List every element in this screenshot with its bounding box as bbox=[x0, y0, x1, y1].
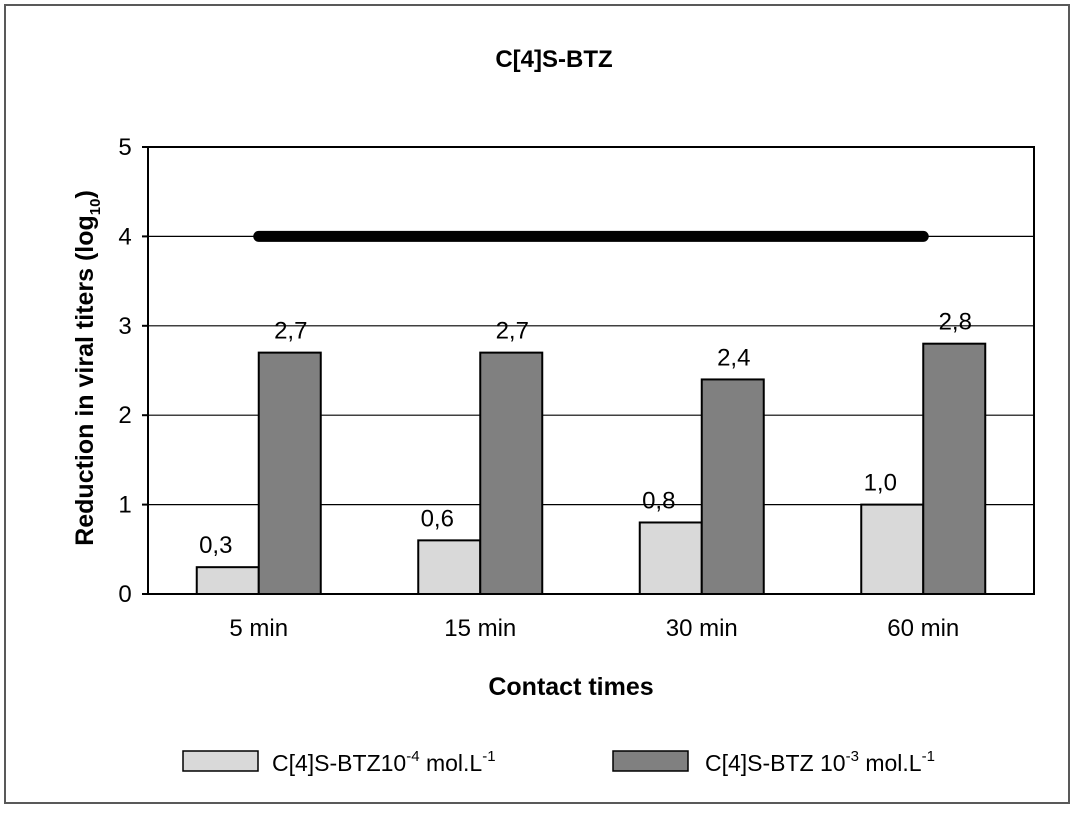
legend-series-1-unit: mol.L bbox=[420, 750, 483, 776]
data-label-series-2-3: 2,4 bbox=[717, 344, 750, 371]
y-axis-title-main: Reduction in viral titers (log bbox=[71, 215, 99, 546]
bar-series-1-3 bbox=[638, 521, 703, 595]
data-label-series-1-4: 1,0 bbox=[864, 470, 897, 497]
y-tick-label-2: 2 bbox=[118, 402, 131, 429]
data-label-series-2-4: 2,8 bbox=[939, 309, 972, 336]
legend-swatch-series-2 bbox=[612, 750, 689, 772]
legend-series-1-exp: -4 bbox=[406, 748, 419, 765]
bar-series-2-4 bbox=[922, 342, 987, 595]
y-tick-label-3: 3 bbox=[118, 313, 131, 340]
y-tick-label-0: 0 bbox=[118, 581, 131, 608]
data-label-series-2-1: 2,7 bbox=[274, 318, 307, 345]
bar-series-1-4 bbox=[860, 503, 925, 596]
legend: C[4]S-BTZ10-4 mol.L-1 C[4]S-BTZ 10-3 mol… bbox=[182, 748, 935, 776]
y-axis-title: Reduction in viral titers (log10) bbox=[71, 190, 104, 546]
x-tick-label-4: 60 min bbox=[887, 615, 959, 642]
bar-series-2-1 bbox=[257, 351, 322, 595]
plot-border bbox=[147, 146, 1035, 595]
legend-series-2-unit: mol.L bbox=[859, 750, 922, 776]
data-labels: 0,3 2,7 0,6 2,7 0,8 2,4 1,0 2,8 bbox=[199, 309, 972, 560]
legend-label-series-1: C[4]S-BTZ10-4 mol.L-1 bbox=[272, 748, 496, 776]
x-tick-label-1: 5 min bbox=[229, 615, 288, 642]
y-tick-labels: 0 1 2 3 4 5 bbox=[118, 134, 148, 608]
legend-series-2-main: C[4]S-BTZ 10 bbox=[705, 750, 846, 776]
data-label-series-1-2: 0,6 bbox=[421, 505, 454, 532]
data-label-series-1-3: 0,8 bbox=[642, 487, 675, 514]
y-axis-title-close: ) bbox=[71, 190, 99, 198]
legend-series-1-unit-exp: -1 bbox=[482, 748, 495, 765]
x-axis-title: Contact times bbox=[488, 673, 653, 701]
legend-series-1-main: C[4]S-BTZ10 bbox=[272, 750, 406, 776]
y-tick-label-1: 1 bbox=[118, 492, 131, 519]
bar-series-1-2 bbox=[417, 539, 482, 595]
bar-series-2-3 bbox=[700, 378, 765, 595]
bar-series-1-1 bbox=[195, 566, 260, 595]
y-tick-label-4: 4 bbox=[118, 223, 131, 250]
x-tick-label-3: 30 min bbox=[666, 615, 738, 642]
x-tick-labels: 5 min 15 min 30 min 60 min bbox=[229, 615, 959, 642]
legend-series-2-unit-exp: -1 bbox=[922, 748, 935, 765]
y-axis-title-subscript: 10 bbox=[87, 199, 104, 216]
x-tick-label-2: 15 min bbox=[444, 615, 516, 642]
bars bbox=[195, 342, 987, 596]
data-label-series-1-1: 0,3 bbox=[199, 532, 232, 559]
chart-title: C[4]S-BTZ bbox=[495, 46, 612, 73]
data-label-series-2-2: 2,7 bbox=[496, 318, 529, 345]
bar-series-2-2 bbox=[479, 351, 544, 595]
legend-swatch-series-1 bbox=[182, 750, 259, 772]
legend-label-series-2: C[4]S-BTZ 10-3 mol.L-1 bbox=[705, 748, 935, 776]
plot-area-border bbox=[147, 146, 1035, 595]
legend-series-2-exp: -3 bbox=[846, 748, 859, 765]
y-tick-label-5: 5 bbox=[118, 134, 131, 161]
